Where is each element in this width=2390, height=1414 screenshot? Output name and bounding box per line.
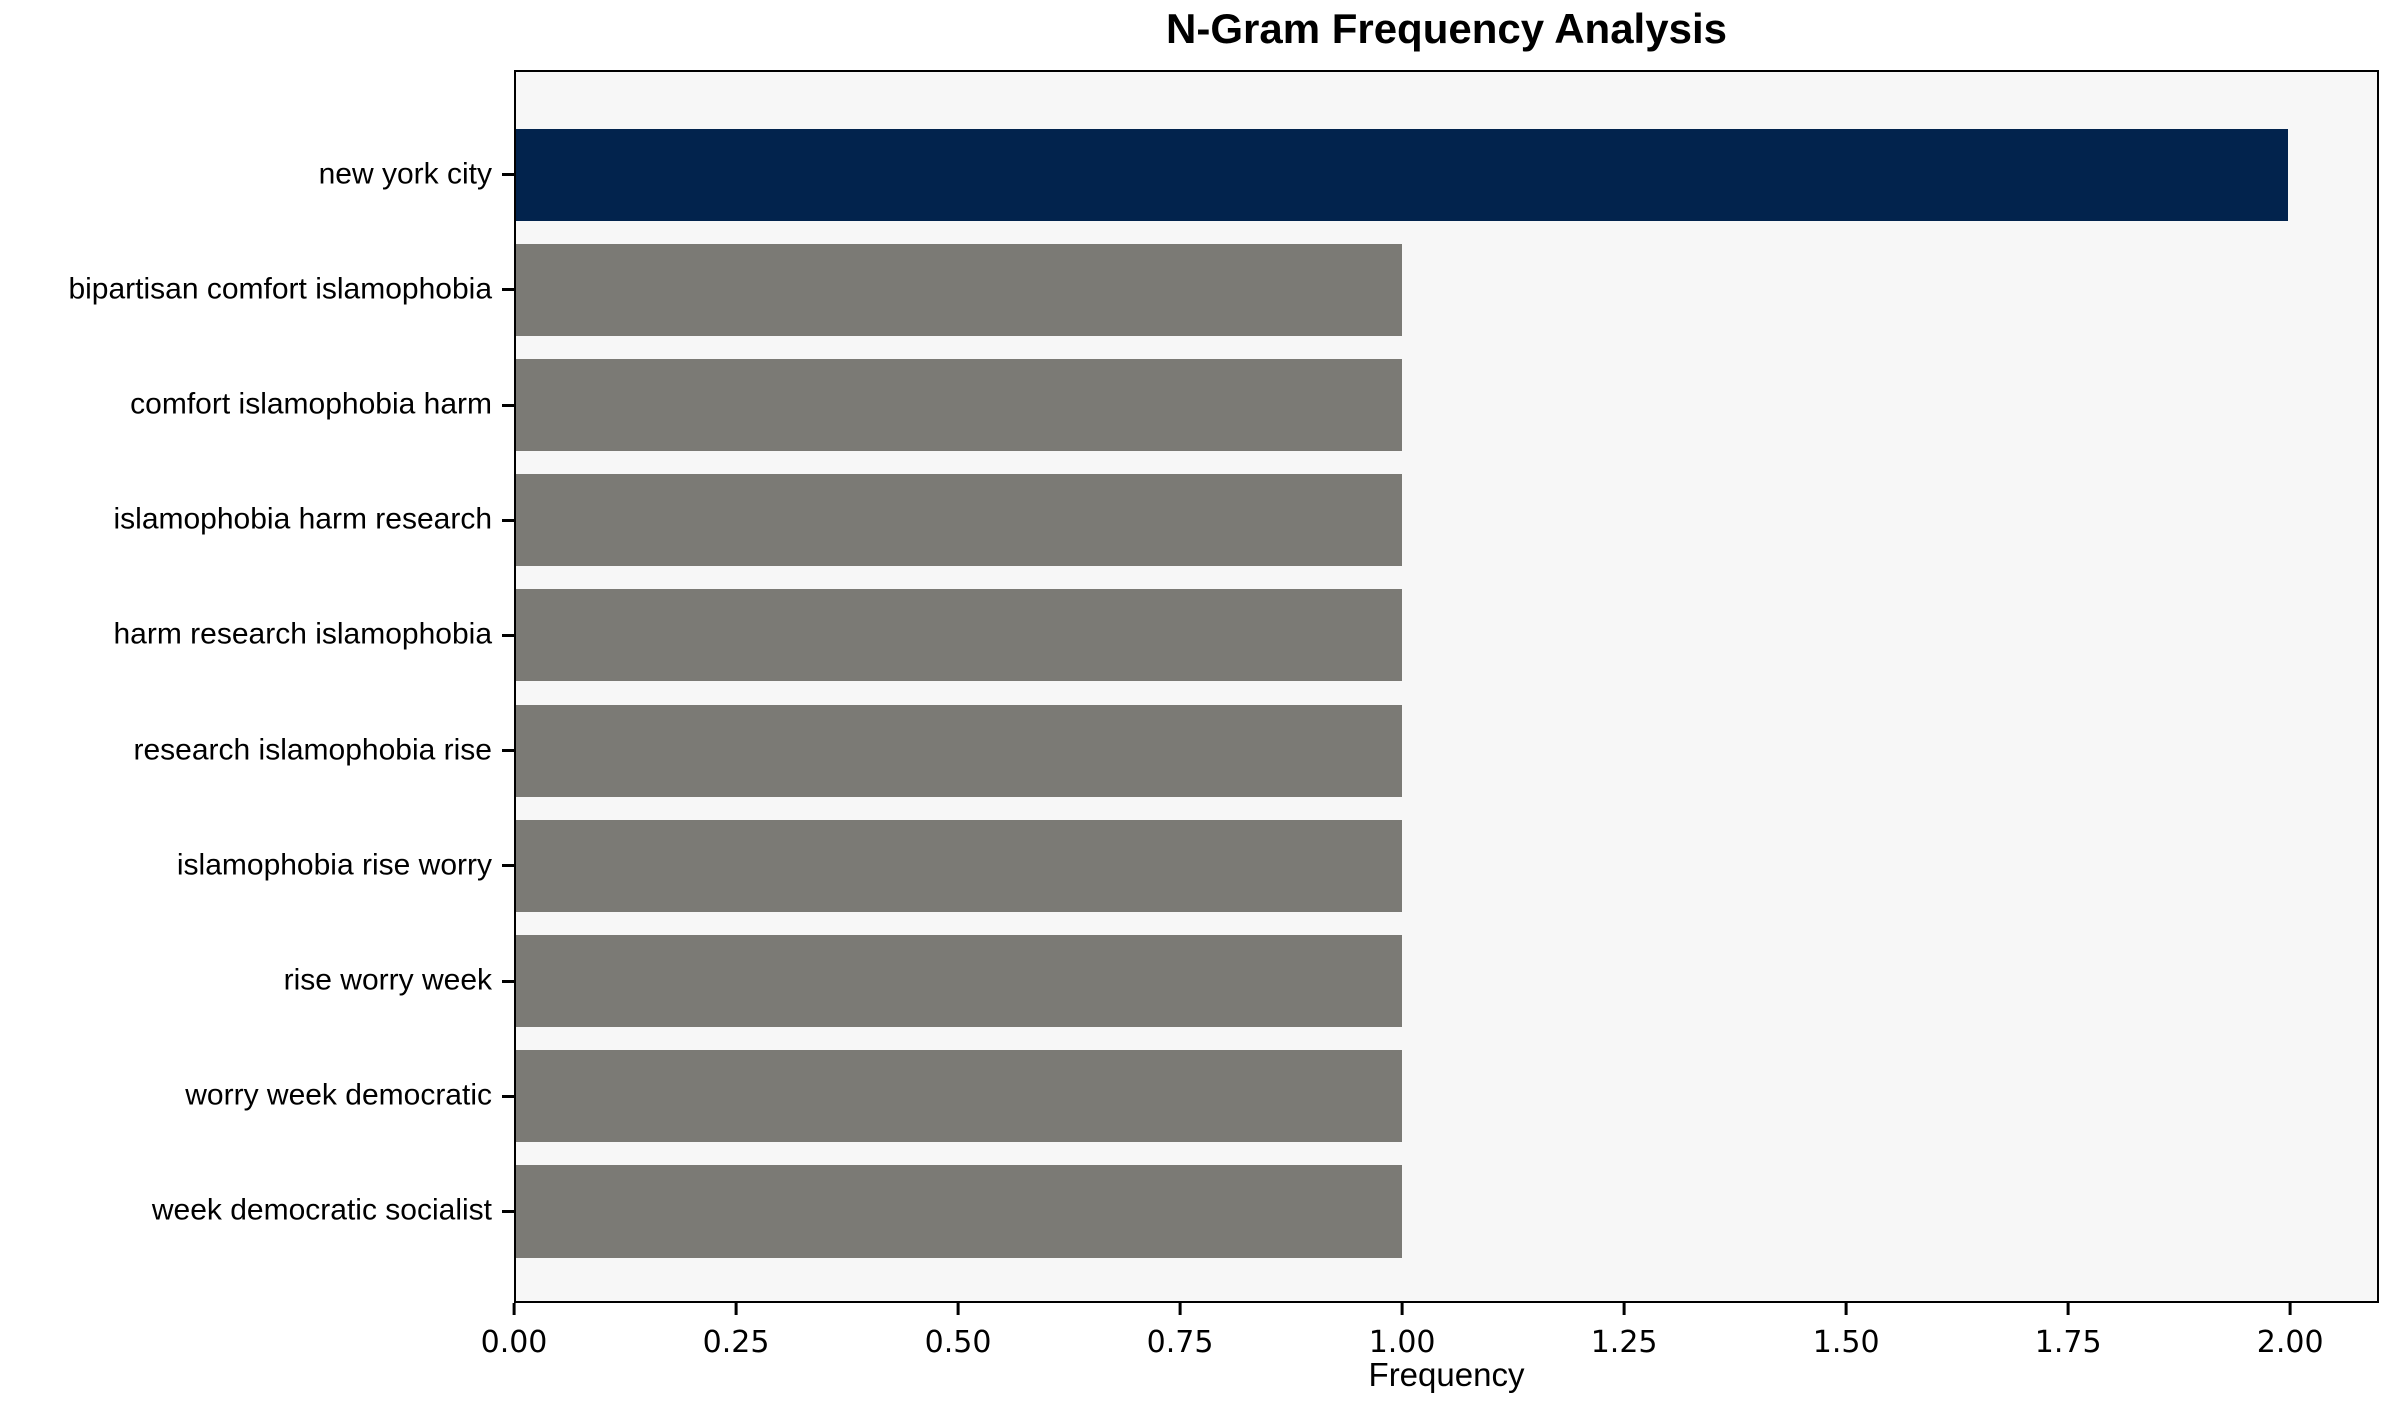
chart-title: N-Gram Frequency Analysis xyxy=(1166,5,1727,52)
y-tick-mark xyxy=(502,749,514,753)
bar xyxy=(516,819,1403,912)
plot-area: new york city bipartisan comfort islamoph… xyxy=(68,70,2379,1303)
x-tick-label: 1.75 xyxy=(2034,1325,2102,1360)
y-tick-mark xyxy=(502,173,514,177)
y-tick-label: research islamophobia rise xyxy=(133,732,492,766)
x-axis-label: Frequency xyxy=(1368,1356,1525,1393)
x-tick: 0.00 xyxy=(480,1303,548,1360)
x-tick-mark xyxy=(956,1303,960,1315)
x-tick: 1.25 xyxy=(1591,1303,1658,1360)
y-tick-mark xyxy=(502,633,514,637)
bar xyxy=(516,704,1403,797)
x-tick: 1.75 xyxy=(2035,1303,2102,1360)
y-tick-mark xyxy=(502,979,514,983)
y-tick-mark xyxy=(502,1094,514,1098)
x-tick: 0.25 xyxy=(702,1303,770,1360)
bar-rows: new york city bipartisan comfort islamoph… xyxy=(68,72,2377,1301)
y-tick-label: islamophobia rise worry xyxy=(176,848,492,882)
bar xyxy=(516,1050,1403,1143)
y-tick-mark xyxy=(502,864,514,868)
bar-row: harm research islamophobia xyxy=(113,578,2377,693)
x-tick: 2.00 xyxy=(2257,1303,2324,1360)
y-tick-mark xyxy=(502,288,514,292)
y-tick-mark xyxy=(502,403,514,407)
x-tick-label: 0.25 xyxy=(702,1325,770,1360)
x-axis: 0.00 0.25 0.50 0.75 1.00 1.25 1.50 1.75 2.00 xyxy=(481,1303,2379,1403)
bar xyxy=(516,128,2289,221)
x-tick-label: 0.00 xyxy=(480,1325,548,1360)
x-tick-label: 1.50 xyxy=(1812,1325,1880,1360)
x-tick-mark xyxy=(1844,1303,1848,1315)
y-tick-label: rise worry week xyxy=(283,963,492,997)
bar xyxy=(516,1165,1403,1258)
bar-row: islamophobia rise worry xyxy=(177,808,2377,923)
bar-row: rise worry week xyxy=(284,923,2377,1038)
y-tick-label: harm research islamophobia xyxy=(113,617,492,651)
y-tick-mark xyxy=(502,1209,514,1213)
y-tick-label: comfort islamophobia harm xyxy=(130,387,492,421)
x-tick-mark xyxy=(1622,1303,1626,1315)
bar-row: comfort islamophobia harm xyxy=(130,347,2377,462)
x-tick-label: 0.50 xyxy=(924,1325,992,1360)
x-tick-mark xyxy=(512,1303,516,1315)
bar-row: islamophobia harm research xyxy=(113,463,2377,578)
bar-row: bipartisan comfort islamophobia xyxy=(68,232,2377,347)
x-tick: 1.00 xyxy=(1368,1303,1436,1360)
x-tick: 0.75 xyxy=(1146,1303,1214,1360)
bar-row: research islamophobia rise xyxy=(133,693,2377,808)
bar-row: new york city xyxy=(319,117,2377,232)
bar xyxy=(516,243,1403,336)
x-tick-label: 2.00 xyxy=(2256,1325,2324,1360)
x-tick-mark xyxy=(734,1303,738,1315)
x-tick-mark xyxy=(2066,1303,2070,1315)
x-tick-label: 0.75 xyxy=(1146,1325,1214,1360)
x-tick-mark xyxy=(1400,1303,1404,1315)
y-tick-label: bipartisan comfort islamophobia xyxy=(68,272,492,306)
x-tick: 0.50 xyxy=(924,1303,992,1360)
bar xyxy=(516,474,1403,567)
y-tick-label: week democratic socialist xyxy=(151,1193,492,1227)
y-tick-label: worry week democratic xyxy=(185,1078,492,1112)
bar xyxy=(516,358,1403,452)
x-tick-mark xyxy=(2288,1303,2292,1315)
bar xyxy=(516,589,1403,682)
x-tick-label: 1.25 xyxy=(1590,1325,1658,1360)
bar xyxy=(516,934,1403,1028)
x-tick-label: 1.00 xyxy=(1368,1325,1436,1360)
bar-row: worry week democratic xyxy=(185,1039,2377,1154)
x-tick-mark xyxy=(1178,1303,1182,1315)
y-tick-mark xyxy=(502,518,514,522)
y-tick-label: islamophobia harm research xyxy=(113,502,492,536)
x-tick: 1.50 xyxy=(1813,1303,1880,1360)
y-tick-label: new york city xyxy=(318,156,492,190)
bar-row: week democratic socialist xyxy=(152,1154,2377,1269)
